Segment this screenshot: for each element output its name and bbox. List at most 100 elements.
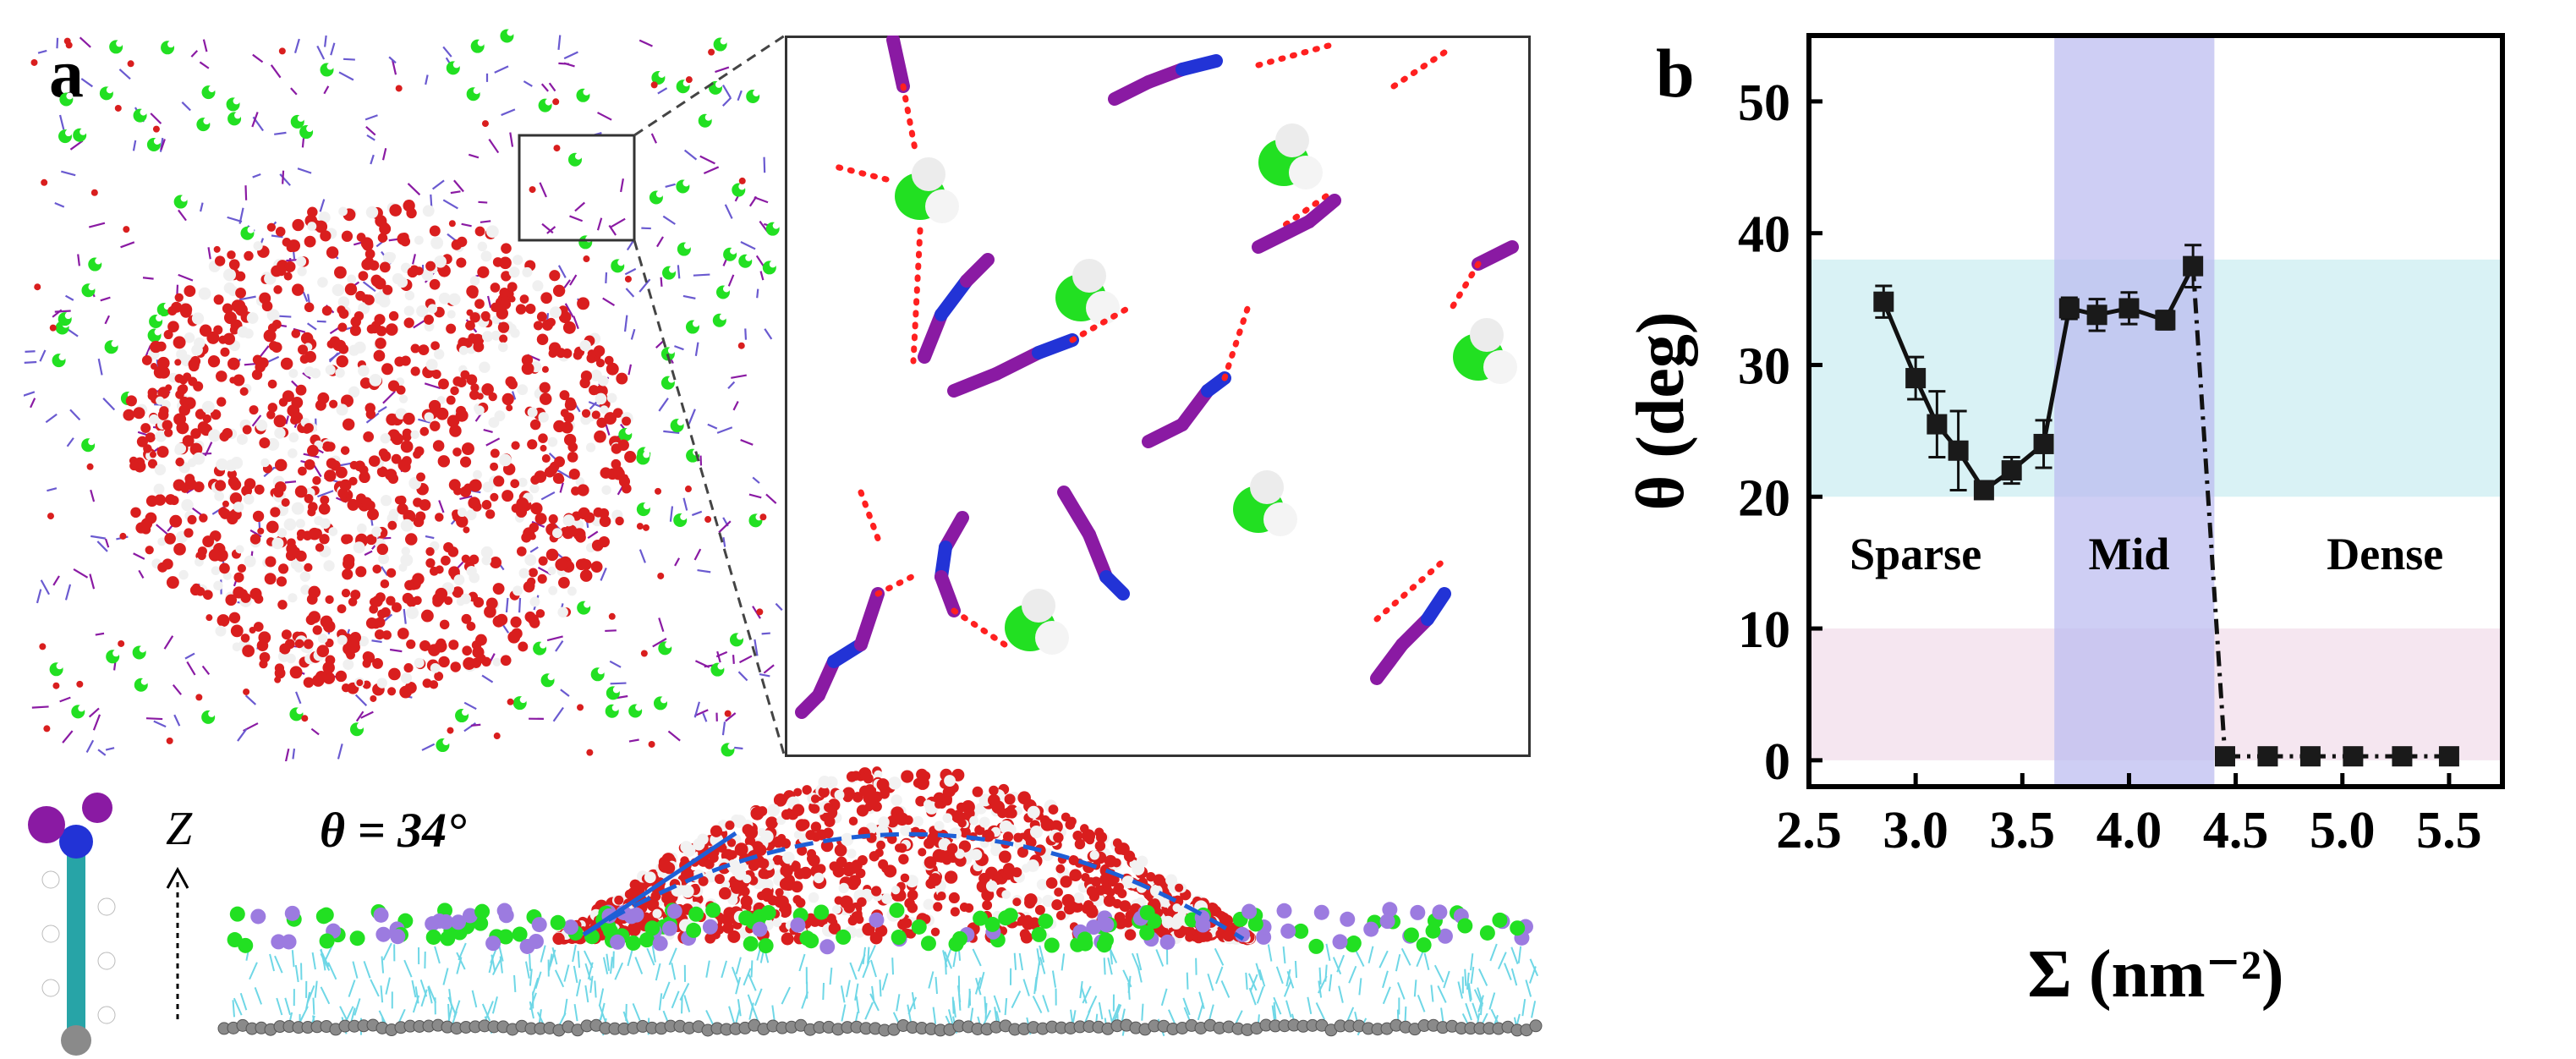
water-molecule [538,556,548,566]
water-molecule [335,670,348,683]
surface-head [1416,937,1432,953]
alkyl-chain [1247,973,1258,991]
water-molecule [244,250,254,261]
white-cap [597,667,605,675]
water-molecule [376,543,389,556]
alkyl-chain [1258,968,1266,987]
chain-bond [1176,384,1214,431]
hydrogen-bond [951,607,1008,648]
water-molecule [615,516,624,526]
white-cap [643,451,650,458]
chain-stick [564,303,574,318]
chain-stick [624,267,637,276]
water-molecule [297,344,309,355]
white-cap [668,266,676,273]
alkyl-chain [1061,953,1066,971]
water-molecule [540,444,547,452]
water-molecule [934,849,949,863]
water-molecule [474,405,485,415]
white-cap [519,696,527,704]
water-molecule [851,771,861,781]
molecule-h [1035,621,1069,655]
water-molecule [490,448,500,458]
chain-stick [724,204,733,219]
alkyl-chain [481,1003,491,1022]
alkyl-chain [1039,957,1046,974]
alkyl-chain [1470,953,1474,971]
water-molecule [167,321,179,333]
water-molecule [290,415,299,425]
alkyl-chain [427,986,433,1004]
alkyl-chain [284,997,292,1016]
chain-stick [388,56,397,64]
chain-stick [694,342,699,356]
water-molecule [616,372,628,385]
water-molecule [624,889,634,899]
water-molecule [548,514,558,524]
surface-head [758,938,774,954]
chain-stick [605,629,617,633]
water-molecule [266,520,279,534]
surface-head [1510,920,1526,936]
alkyl-chain [573,965,578,984]
water-molecule [474,226,485,237]
alkyl-chain [1267,944,1273,962]
water-molecule [758,858,770,870]
chain-stick [323,85,330,95]
water-molecule [601,485,611,495]
chain-stick [316,45,326,60]
surface-head [984,916,1000,932]
alkyl-chain [1325,943,1331,962]
chain-stick [302,291,309,302]
chain-stick [639,278,651,293]
zoomed-hbond-inset [785,36,1531,757]
alkyl-chain [840,985,846,1003]
water-molecule [989,785,999,796]
water-molecule [575,558,588,571]
alkyl-chain [864,1001,874,1020]
hydrogen-bond [910,227,924,365]
alkyl-chain [1127,982,1131,1000]
water-molecule [325,595,334,604]
water-molecule [349,325,361,337]
chain-stick [559,482,564,493]
alkyl-chain [1256,985,1264,1004]
alkyl-chain [1417,995,1426,1012]
water-molecule [227,469,237,480]
water-molecule [286,653,296,664]
water-molecule [414,235,424,245]
chain-stick [52,575,60,586]
water-molecule [457,236,468,248]
chain-stick [260,345,270,358]
data-point [2257,746,2278,767]
alkyl-chain [1141,1003,1144,1021]
water-molecule [123,226,130,233]
alkyl-chain [531,977,540,996]
water-molecule [1123,850,1136,862]
water-molecule [1072,901,1083,913]
water-molecule [206,614,213,622]
water-molecule [294,639,304,649]
water-molecule [481,383,494,396]
molecule-icon-h [97,1006,116,1024]
alkyl-chain [737,999,742,1017]
water-molecule [354,310,364,321]
surface-head [973,910,989,926]
data-point [2033,433,2054,454]
water-molecule [508,295,516,303]
zoom-source-box [518,134,636,242]
water-molecule [277,600,288,610]
water-molecule [553,145,561,152]
chain-stick [488,139,500,154]
data-point [2155,310,2176,331]
data-point [2215,746,2235,767]
surface-head [375,926,392,942]
chain-stick [173,714,181,727]
water-molecule [288,448,298,458]
chain-stick [765,493,777,504]
chain-stick [563,279,572,288]
water-molecule [337,322,348,332]
white-cap [611,704,619,711]
water-molecule [527,407,538,418]
white-cap [357,722,364,730]
